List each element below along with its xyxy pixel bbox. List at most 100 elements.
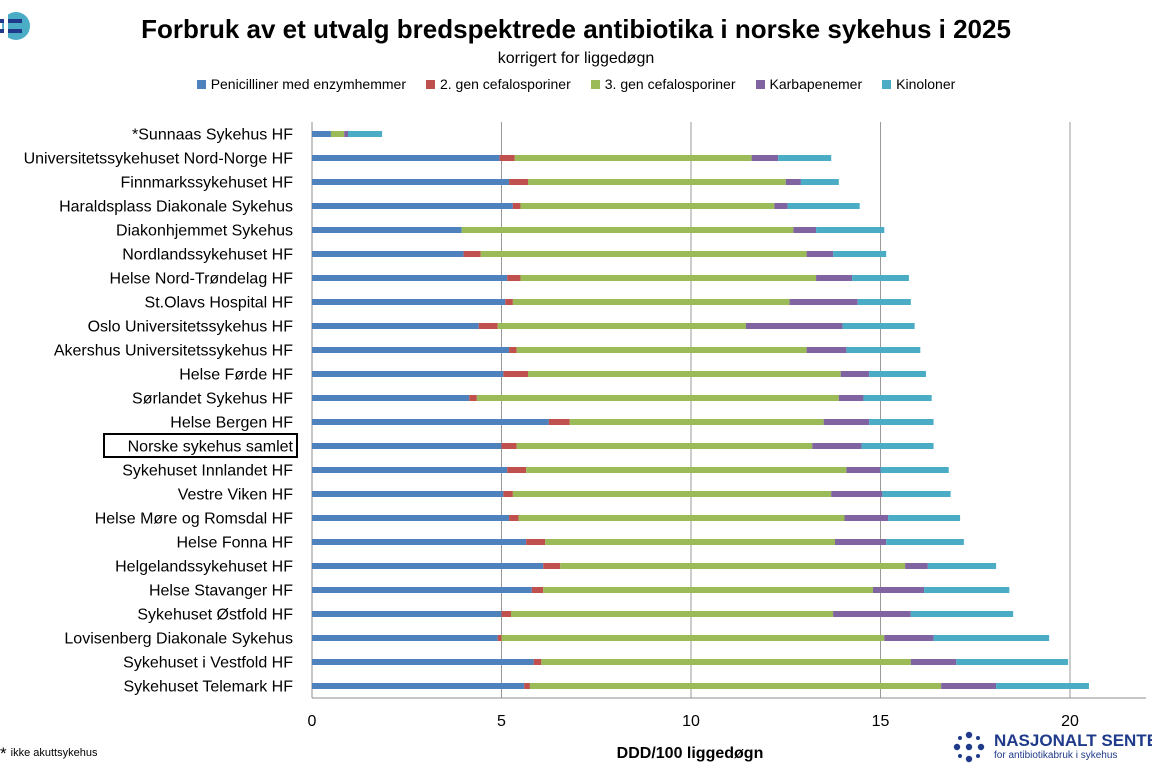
dots-logo-icon (953, 731, 985, 763)
bar-segment (905, 563, 928, 569)
footnote-text: ikke akuttsykehus (10, 747, 98, 759)
bar-segment (312, 395, 470, 401)
highlight-box (103, 433, 298, 458)
bar-segment (514, 155, 752, 161)
bar-segment (312, 203, 513, 209)
bar-segment (869, 419, 934, 425)
bar-segment (569, 419, 824, 425)
bar-segment (846, 467, 881, 473)
bar-segment (835, 539, 887, 545)
bar-segment (933, 635, 1050, 641)
bar-segment (533, 659, 542, 665)
bar-segment (910, 659, 957, 665)
bar-segment (503, 371, 529, 377)
category-label: Diakonhjemmet Sykehus (116, 223, 293, 240)
bar-segment (872, 587, 925, 593)
legend-item: 3. gen cefalosporiner (590, 76, 736, 92)
bar-segment (312, 611, 502, 617)
bar-segment (312, 467, 508, 473)
bar-segment (509, 347, 517, 353)
bar-segment (476, 395, 839, 401)
bar-segment (512, 203, 521, 209)
bar-segment (312, 155, 500, 161)
bar-segment (831, 491, 883, 497)
bar-segment (787, 203, 860, 209)
legend-label: Karbapenemer (769, 76, 863, 92)
legend-swatch (882, 79, 892, 89)
bar-segment (501, 443, 517, 449)
bar-segment (312, 419, 549, 425)
legend-label: 2. gen cefalosporiner (439, 76, 571, 92)
bar-segment (512, 299, 790, 305)
bar-segment (480, 251, 807, 257)
bar-segment (543, 563, 561, 569)
category-label: St.Olavs Hospital HF (145, 295, 294, 312)
legend-item: Karbapenemer (755, 76, 863, 92)
bar-segment (312, 131, 331, 137)
bar-segment (469, 395, 477, 401)
org-name: NASJONALT SENTER (994, 731, 1152, 750)
chart-title: Forbruk av et utvalg bredspektrede antib… (141, 14, 1011, 44)
bar-segment (861, 443, 934, 449)
bar-segment (531, 587, 544, 593)
bar-segment (793, 227, 817, 233)
bar-segment (312, 563, 544, 569)
x-tick-label: 0 (308, 713, 317, 730)
bar-segment (312, 227, 462, 233)
bar-segment (852, 275, 909, 281)
bar-segment (520, 203, 775, 209)
bar-segment (857, 299, 911, 305)
bar-segment (800, 179, 839, 185)
bar-segment (520, 275, 817, 281)
bar-segment (778, 155, 832, 161)
category-label: Universitetssykehuset Nord-Norge HF (24, 151, 294, 168)
category-label: Helse Bergen HF (170, 415, 293, 432)
bar-segment (543, 587, 873, 593)
bar-segment (312, 179, 510, 185)
bar-segment (478, 323, 498, 329)
bar-segment (507, 467, 527, 473)
bar-segment (463, 251, 481, 257)
bar-segment (745, 323, 843, 329)
bar-segment (312, 443, 502, 449)
legend-label: Penicilliner med enzymhemmer (210, 76, 406, 92)
bar-segment (507, 275, 521, 281)
category-label: Nordlandssykehuset HF (122, 247, 293, 264)
bar-segment (312, 251, 464, 257)
bar-segment (312, 635, 498, 641)
bar-segment (910, 611, 1014, 617)
bar-segment (838, 395, 864, 401)
legend-item: 2. gen cefalosporiner (425, 76, 571, 92)
category-label: Sørlandet Sykehus HF (132, 391, 293, 408)
category-label: Helse Førde HF (179, 367, 293, 384)
bar-segment (560, 563, 906, 569)
bar-segment (503, 491, 513, 497)
bar-segment (312, 539, 527, 545)
bar-segment (882, 491, 951, 497)
legend-item: Kinoloner (882, 76, 955, 92)
category-label: *Sunnaas Sykehus HF (132, 127, 293, 144)
bar-segment (548, 419, 570, 425)
bar-segment (505, 299, 513, 305)
bar-segment (812, 443, 862, 449)
bar-segment (501, 635, 885, 641)
bar-segment (526, 539, 546, 545)
bar-segment (545, 539, 836, 545)
category-label: Sykehuset Innlandet HF (122, 463, 293, 480)
bar-segment (312, 659, 534, 665)
bar-segment (541, 659, 911, 665)
category-label: Norske sykehus samlet (128, 439, 294, 456)
bar-segment (497, 635, 502, 641)
bar-segment (512, 491, 832, 497)
category-label: Sykehuset Telemark HF (123, 679, 293, 696)
bar-segment (806, 347, 847, 353)
category-label: Helse Møre og Romsdal HF (95, 511, 294, 528)
bar-segment (816, 227, 885, 233)
category-label: Helse Fonna HF (177, 535, 294, 552)
bar-segment (312, 323, 479, 329)
brand-logo (0, 4, 36, 50)
bar-segment (833, 251, 887, 257)
bar-segment (461, 227, 794, 233)
bar-segment (518, 515, 845, 521)
legend-swatch (196, 79, 206, 89)
